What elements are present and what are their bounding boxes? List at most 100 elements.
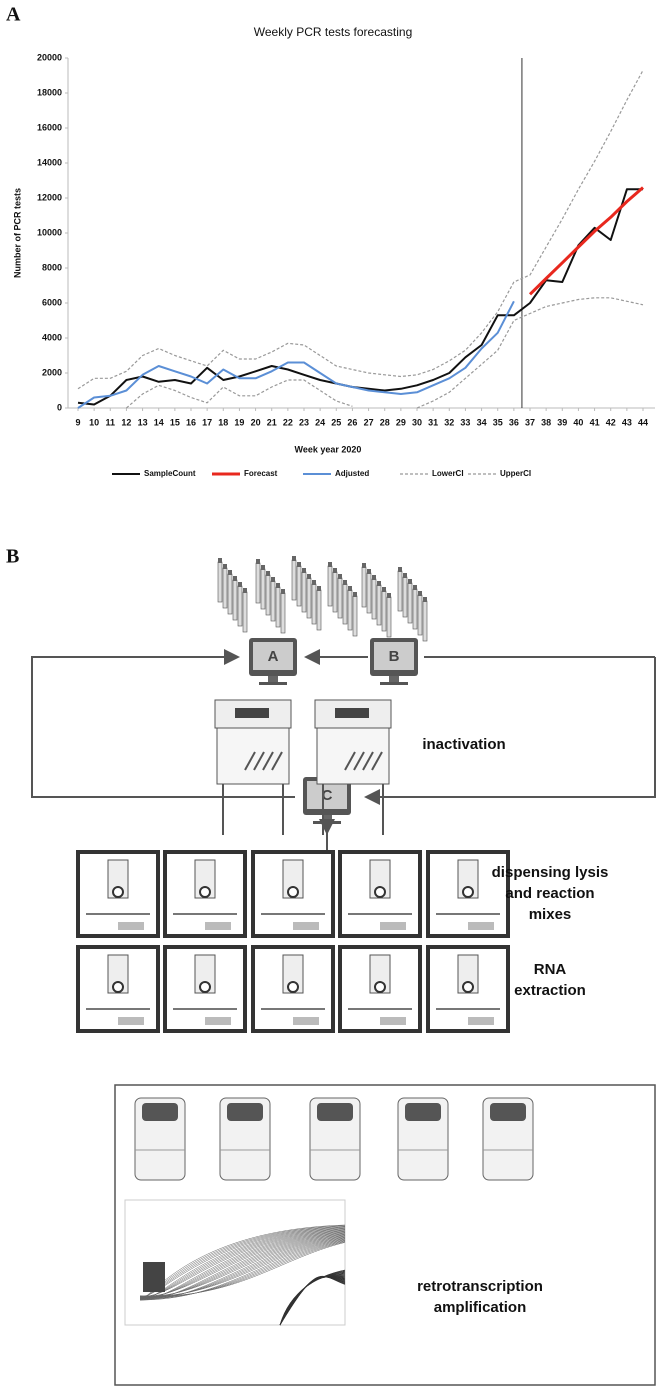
tube-cap xyxy=(333,568,337,573)
y-tick-label: 4000 xyxy=(42,332,62,342)
tube-cap xyxy=(362,563,366,568)
x-tick-label: 26 xyxy=(347,417,357,427)
x-tick-label: 41 xyxy=(590,417,600,427)
robot-tray xyxy=(205,922,231,930)
x-tick-label: 27 xyxy=(364,417,374,427)
x-tick-label: 35 xyxy=(493,417,503,427)
curve xyxy=(279,1276,346,1326)
series-line xyxy=(528,186,644,296)
tube xyxy=(316,589,322,631)
curve xyxy=(139,1240,346,1299)
computer: C xyxy=(303,777,351,824)
tube-cap xyxy=(307,574,311,579)
curve xyxy=(139,1229,346,1298)
tube-cap xyxy=(223,564,227,569)
y-tick-label: 8000 xyxy=(42,262,62,272)
cycler-lid xyxy=(317,1103,353,1121)
x-tick-label: 28 xyxy=(380,417,390,427)
tube xyxy=(237,585,243,627)
tube-rack xyxy=(255,559,286,634)
tube xyxy=(397,570,403,612)
cabinet-panel xyxy=(235,708,269,718)
tube-cap xyxy=(276,583,280,588)
tube-cap xyxy=(302,568,306,573)
panel-label: B xyxy=(6,546,19,568)
rack xyxy=(362,751,374,771)
x-tick-label: 12 xyxy=(121,417,131,427)
curve xyxy=(139,1240,346,1300)
tube xyxy=(342,583,348,625)
robot-tray xyxy=(293,922,319,930)
tube-cap xyxy=(266,571,270,576)
x-tick-label: 21 xyxy=(267,417,277,427)
robot-tray xyxy=(205,1017,231,1025)
rack xyxy=(244,751,256,771)
liquid-handler xyxy=(76,945,160,1033)
tube xyxy=(301,571,307,613)
tube-rack xyxy=(291,556,322,631)
computer: B xyxy=(370,638,418,685)
curve xyxy=(139,1239,346,1297)
x-tick-label: 16 xyxy=(186,417,196,427)
tube-cap xyxy=(281,589,285,594)
y-tick-label: 18000 xyxy=(37,87,62,97)
robot-head xyxy=(287,886,299,898)
x-tick-label: 32 xyxy=(444,417,454,427)
x-tick-label: 14 xyxy=(154,417,164,427)
thermocycler xyxy=(309,1097,361,1181)
liquid-handler xyxy=(163,850,247,938)
tube-cap xyxy=(367,569,371,574)
x-tick-label: 29 xyxy=(396,417,406,427)
x-tick-label: 22 xyxy=(283,417,293,427)
x-tick-label: 36 xyxy=(509,417,519,427)
tube-cap xyxy=(297,562,301,567)
robot-tray xyxy=(380,1017,406,1025)
legend-label: Adjusted xyxy=(335,469,369,478)
legend-label: SampleCount xyxy=(144,469,196,478)
tube xyxy=(417,594,423,636)
tube xyxy=(412,588,418,630)
x-tick-label: 37 xyxy=(525,417,535,427)
base xyxy=(259,682,287,685)
robot-head xyxy=(112,981,124,993)
computer-label: B xyxy=(389,648,400,665)
tube xyxy=(381,590,387,632)
x-tick-label: 18 xyxy=(218,417,228,427)
robot-tray xyxy=(468,1017,494,1025)
tube xyxy=(337,577,343,619)
tube xyxy=(371,578,377,620)
legend-label: LowerCI xyxy=(432,469,464,478)
liquid-handler xyxy=(426,850,510,938)
tube-cap xyxy=(261,565,265,570)
thermocycler xyxy=(219,1097,271,1181)
rack xyxy=(353,751,365,771)
y-tick-label: 10000 xyxy=(37,227,62,237)
robot-head xyxy=(374,981,386,993)
legend-label: UpperCI xyxy=(500,469,531,478)
stand xyxy=(389,676,399,682)
tube xyxy=(407,582,413,624)
tube xyxy=(327,565,333,607)
tube xyxy=(352,595,358,637)
tube-cap xyxy=(418,591,422,596)
y-tick-label: 14000 xyxy=(37,157,62,167)
rack xyxy=(344,751,356,771)
computer: A xyxy=(249,638,297,685)
liquid-handler xyxy=(338,945,422,1033)
robot-head xyxy=(112,886,124,898)
tube xyxy=(306,577,312,619)
x-tick-label: 17 xyxy=(202,417,212,427)
tube xyxy=(402,576,408,618)
tube xyxy=(366,572,372,614)
x-tick-label: 30 xyxy=(412,417,422,427)
x-tick-label: 38 xyxy=(541,417,551,427)
x-tick-label: 23 xyxy=(299,417,309,427)
cabinet-panel xyxy=(335,708,369,718)
tube-cap xyxy=(312,580,316,585)
tube-cap xyxy=(408,579,412,584)
step-label: dispensing lysis and reaction mixes xyxy=(492,864,609,923)
x-tick-label: 9 xyxy=(75,417,80,427)
tube xyxy=(255,562,261,604)
rack xyxy=(271,751,283,771)
